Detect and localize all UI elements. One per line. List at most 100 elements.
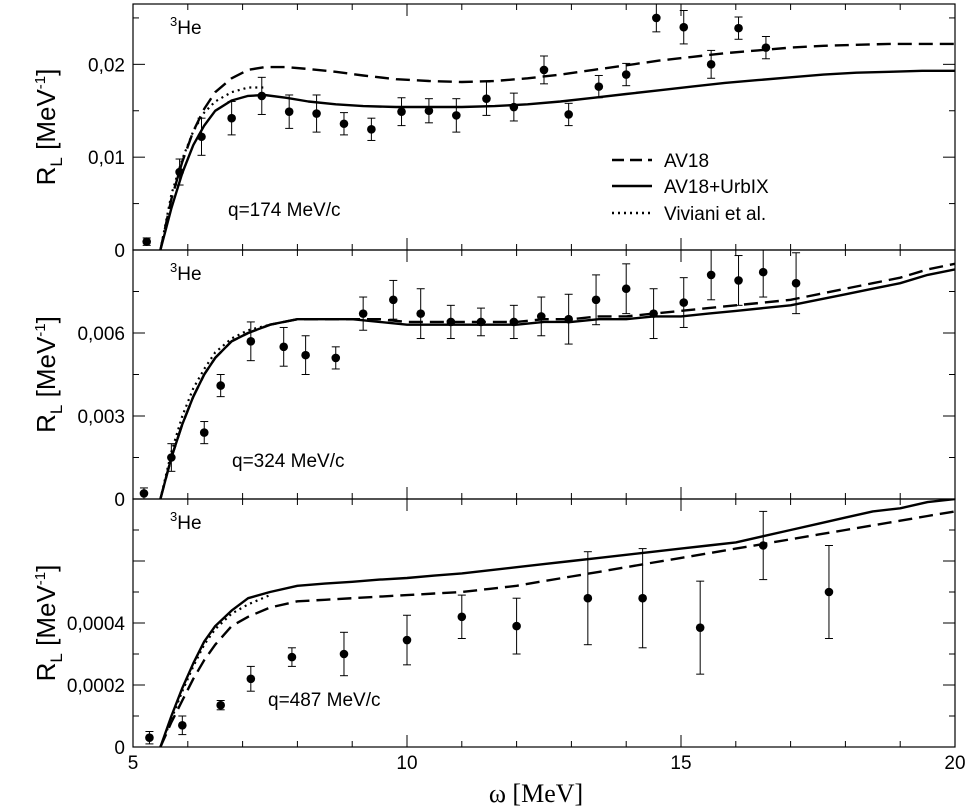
curve-av18-urbix (159, 499, 955, 747)
panel-bottom: 0 0,0002 0,0004 5 10 15 20 RL [MeV-1] 3He q=487 M… (31, 498, 966, 807)
data-marker (761, 43, 771, 52)
nucleus-symbol: He (177, 264, 201, 285)
data-point (452, 98, 461, 133)
y-axis-symbol: R (31, 414, 61, 433)
data-point (539, 55, 549, 85)
data-marker (734, 23, 743, 33)
y-axis-title: RL [MeV-1] (31, 565, 66, 682)
data-point (167, 443, 176, 472)
momentum-annotation: q=324 MeV/c (232, 451, 345, 472)
y-tick-label: 0,006 (77, 324, 125, 345)
data-point (339, 112, 349, 136)
data-point (178, 715, 187, 736)
y-axis-subscript: L (47, 157, 66, 166)
data-marker (301, 350, 310, 360)
y-axis-symbol: R (31, 167, 61, 186)
y-tick-label: 0,01 (88, 148, 125, 169)
y-axis-unit: [MeV (31, 89, 61, 158)
x-tick-label: 20 (944, 753, 965, 774)
data-point (695, 580, 705, 675)
data-point (706, 250, 716, 301)
data-marker (564, 314, 573, 324)
data-marker (594, 82, 604, 91)
data-point (358, 296, 368, 331)
data-point (446, 304, 456, 340)
data-point (536, 296, 546, 337)
x-tick-label: 15 (670, 753, 691, 774)
nucleus-mass: 3 (170, 14, 177, 29)
nucleus-label: 3He (170, 509, 202, 534)
x-tick-label: 10 (396, 753, 417, 774)
data-point (216, 374, 225, 398)
data-point (734, 16, 743, 40)
nucleus-symbol: He (177, 513, 201, 534)
data-point (331, 346, 341, 370)
data-marker (679, 22, 689, 32)
y-axis-title: RL [MeV-1] (31, 69, 66, 186)
y-axis-unit-close: ] (31, 316, 61, 323)
curve-av18 (159, 262, 955, 499)
data-marker (706, 270, 716, 280)
data-point (389, 279, 398, 320)
data-point (734, 255, 743, 306)
data-point (564, 102, 573, 127)
curve-av18-urbix (159, 69, 955, 250)
y-tick-label: 0 (114, 738, 125, 759)
y-tick-label: 0 (114, 241, 125, 262)
legend: AV18 AV18+UrbIX Viviani et al. (612, 151, 769, 225)
data-point (416, 288, 426, 340)
data-marker (145, 733, 154, 742)
nucleus-label: 3He (170, 14, 202, 39)
data-marker (279, 342, 289, 352)
data-point (621, 263, 631, 315)
data-marker (284, 107, 294, 116)
legend-label: AV18 (664, 151, 709, 172)
data-point (312, 94, 321, 133)
data-marker (564, 110, 573, 119)
data-marker (227, 113, 236, 123)
data-marker (758, 267, 768, 277)
data-marker (649, 309, 658, 318)
data-marker (638, 593, 647, 603)
data-point (706, 49, 716, 79)
y-axis-unit: [MeV (31, 336, 61, 405)
data-marker (416, 309, 426, 318)
data-marker (331, 353, 341, 363)
data-marker (142, 237, 151, 246)
data-marker (734, 276, 743, 285)
curve-av18-urbix (159, 268, 955, 499)
data-marker (339, 649, 349, 659)
data-marker (539, 65, 549, 75)
data-marker (178, 721, 187, 730)
curve-viviani-et-al- (159, 594, 271, 747)
y-tick-label: 0,003 (77, 407, 125, 428)
data-point (457, 594, 467, 639)
y-tick-label: 0,0004 (67, 614, 126, 635)
data-marker (452, 111, 461, 120)
data-point (509, 92, 519, 122)
data-marker (621, 70, 631, 79)
data-point (679, 9, 689, 45)
data-point (591, 274, 601, 326)
y-tick-label: 0 (114, 490, 125, 511)
data-marker (706, 60, 716, 69)
momentum-annotation: q=174 MeV/c (228, 200, 341, 221)
data-point (594, 74, 604, 99)
y-tick-label: 0,0002 (67, 676, 125, 697)
data-point (287, 647, 297, 667)
data-point (758, 250, 768, 298)
data-marker (536, 312, 546, 321)
data-marker (652, 13, 661, 23)
data-point (583, 551, 593, 646)
data-point (139, 487, 149, 500)
data-point (402, 614, 412, 666)
data-point (175, 158, 184, 186)
data-point (197, 117, 206, 156)
data-point (279, 326, 289, 367)
data-marker (791, 278, 801, 288)
y-axis-unit-superscript: -1 (32, 572, 49, 585)
data-point (367, 117, 376, 141)
data-marker (167, 453, 176, 462)
